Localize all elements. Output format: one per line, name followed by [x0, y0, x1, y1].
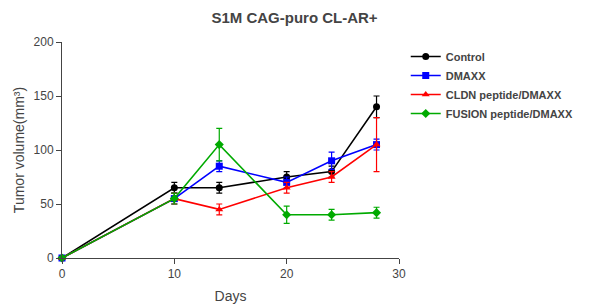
svg-text:20: 20 [280, 267, 294, 281]
svg-text:0: 0 [47, 251, 54, 265]
svg-text:DMAXX: DMAXX [446, 70, 486, 82]
svg-text:0: 0 [59, 267, 66, 281]
svg-text:10: 10 [168, 267, 182, 281]
svg-text:200: 200 [34, 35, 54, 49]
svg-text:100: 100 [34, 143, 54, 157]
svg-text:Control: Control [446, 51, 485, 63]
svg-text:CLDN peptide/DMAXX: CLDN peptide/DMAXX [446, 89, 562, 101]
svg-text:30: 30 [392, 267, 406, 281]
svg-text:150: 150 [34, 89, 54, 103]
svg-text:50: 50 [40, 197, 54, 211]
svg-text:S1M CAG-puro CL-AR+: S1M CAG-puro CL-AR+ [211, 9, 377, 26]
svg-text:Days: Days [215, 288, 247, 304]
svg-text:Tumor volume(mm³): Tumor volume(mm³) [11, 87, 27, 213]
svg-text:FUSION peptide/DMAXX: FUSION peptide/DMAXX [446, 108, 573, 120]
